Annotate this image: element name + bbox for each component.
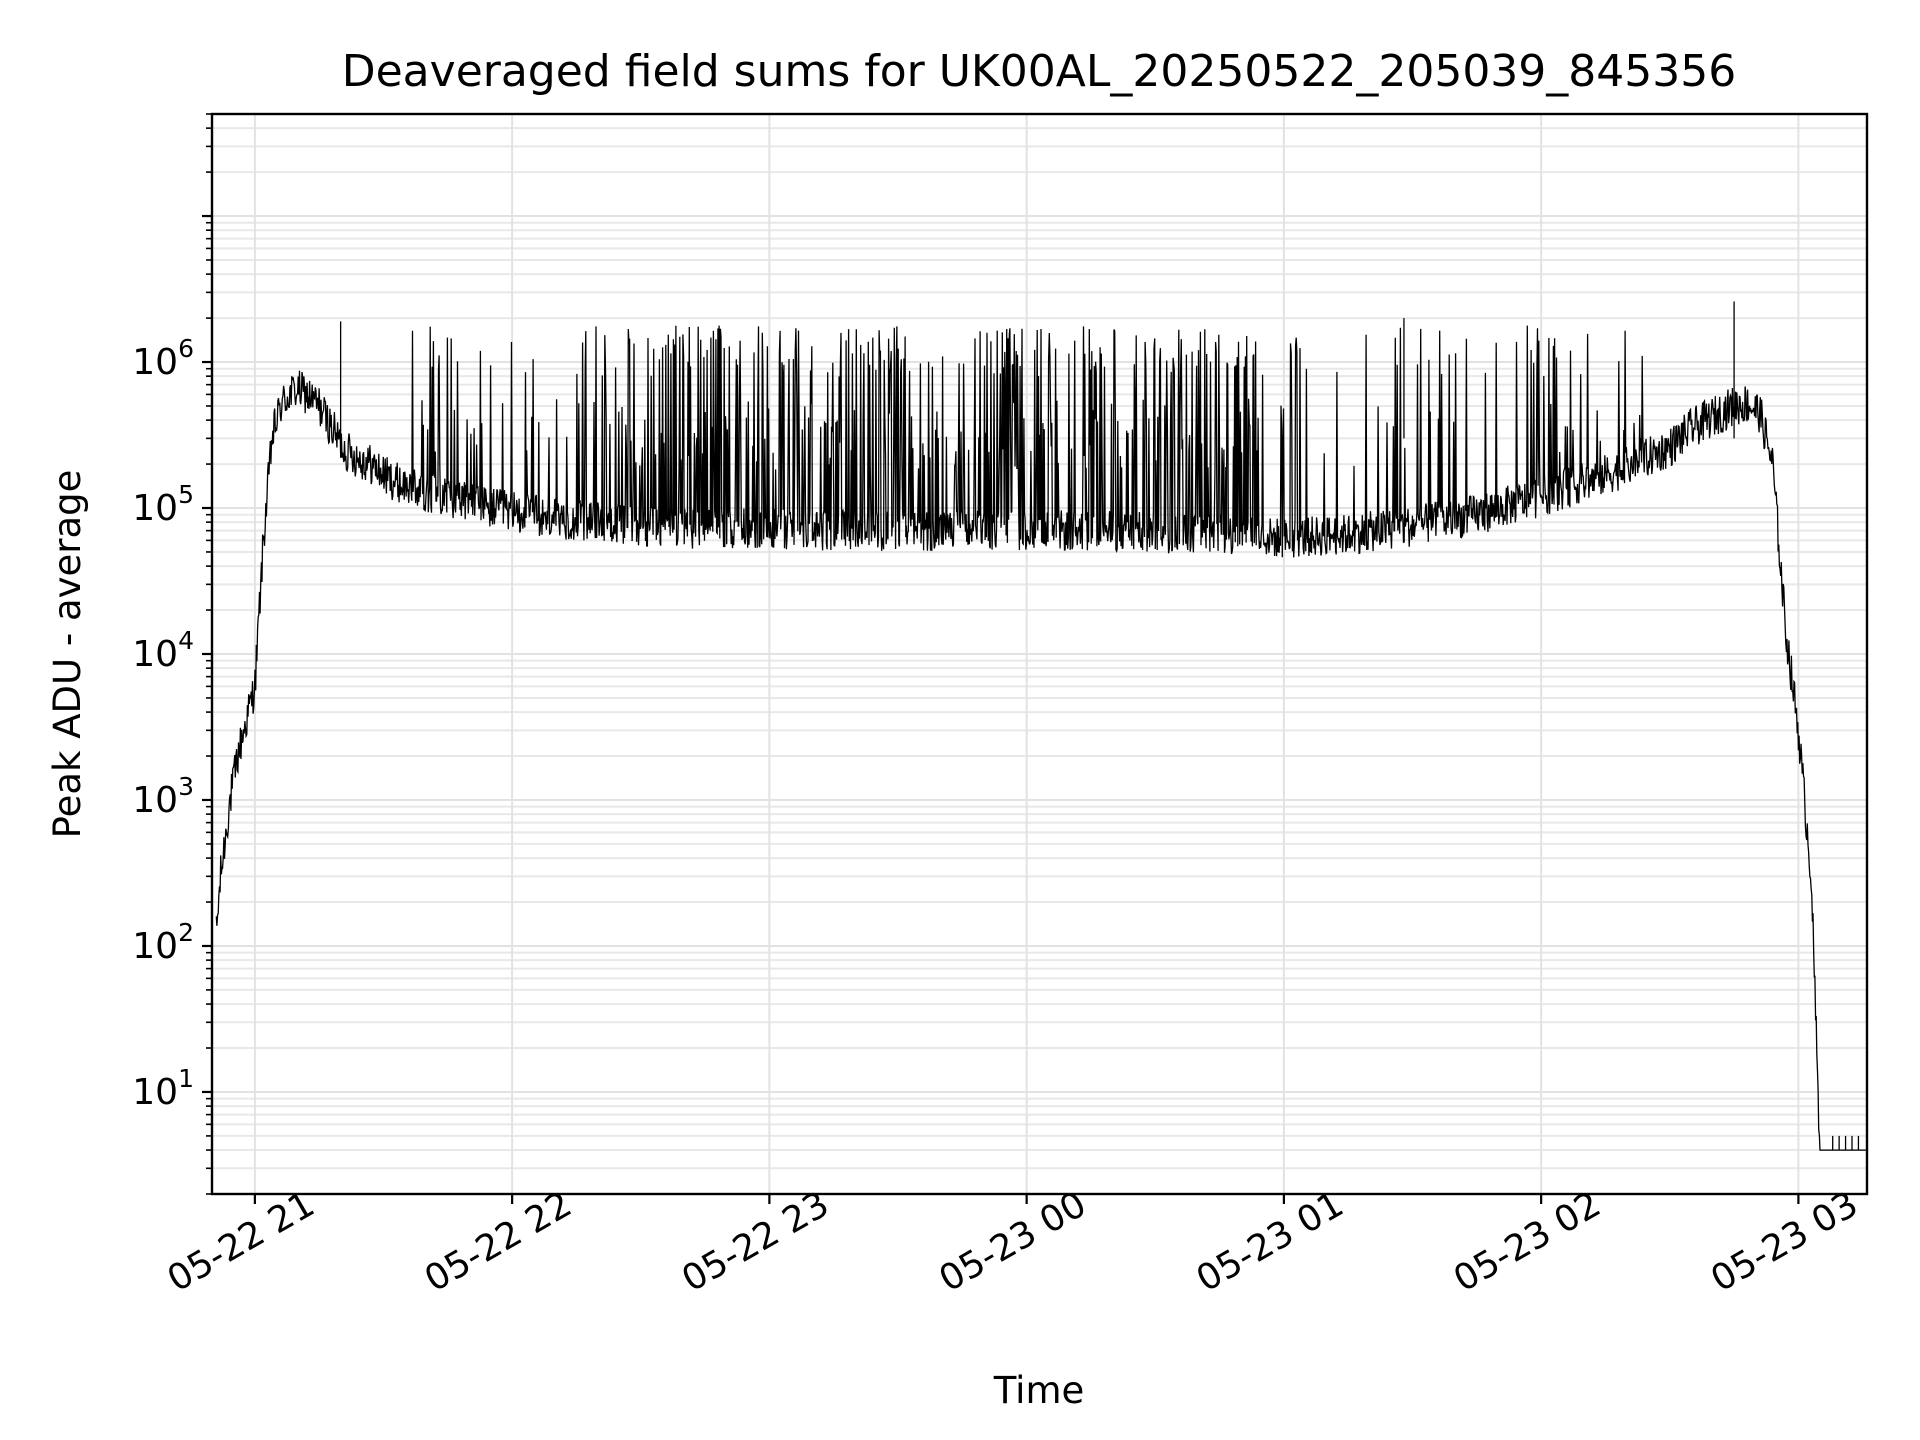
y-tick-base: 10 bbox=[132, 488, 178, 529]
grid bbox=[212, 113, 1867, 1195]
y-tick-label: 104 bbox=[132, 626, 194, 675]
chart-title: Deaveraged field sums for UK00AL_2025052… bbox=[342, 46, 1737, 97]
y-tick-label: 103 bbox=[132, 772, 194, 821]
y-tick-exponent: 4 bbox=[178, 626, 194, 655]
y-tick-exponent: 2 bbox=[178, 918, 194, 947]
series-line bbox=[215, 325, 1867, 1151]
y-tick-base: 10 bbox=[132, 780, 178, 821]
x-tick-label: 05-23 02 bbox=[1447, 1184, 1608, 1300]
y-tick-exponent: 6 bbox=[178, 334, 194, 363]
x-tick-label: 05-22 22 bbox=[418, 1184, 579, 1300]
x-tick-label: 05-23 01 bbox=[1190, 1184, 1351, 1300]
y-tick-label: 102 bbox=[132, 918, 194, 967]
y-tick-base: 10 bbox=[132, 926, 178, 967]
y-tick-label: 105 bbox=[132, 480, 194, 529]
series-layer bbox=[215, 301, 1867, 1151]
y-axis-label: Peak ADU - average bbox=[46, 470, 89, 839]
y-tick-base: 10 bbox=[132, 1072, 178, 1113]
y-tick-base: 10 bbox=[132, 634, 178, 675]
y-tick-exponent: 3 bbox=[178, 772, 194, 801]
x-tick-label: 05-22 23 bbox=[675, 1184, 836, 1300]
x-tick-label: 05-22 21 bbox=[161, 1184, 322, 1300]
x-tick-label: 05-23 00 bbox=[933, 1184, 1094, 1300]
y-tick-exponent: 1 bbox=[178, 1064, 194, 1093]
y-tick-base: 10 bbox=[132, 342, 178, 383]
y-tick-label: 101 bbox=[132, 1064, 194, 1113]
y-tick-exponent: 5 bbox=[178, 480, 194, 509]
y-tick-label: 106 bbox=[132, 334, 194, 383]
x-tick-label: 05-23 03 bbox=[1704, 1184, 1865, 1300]
x-axis-label: Time bbox=[993, 1369, 1085, 1412]
